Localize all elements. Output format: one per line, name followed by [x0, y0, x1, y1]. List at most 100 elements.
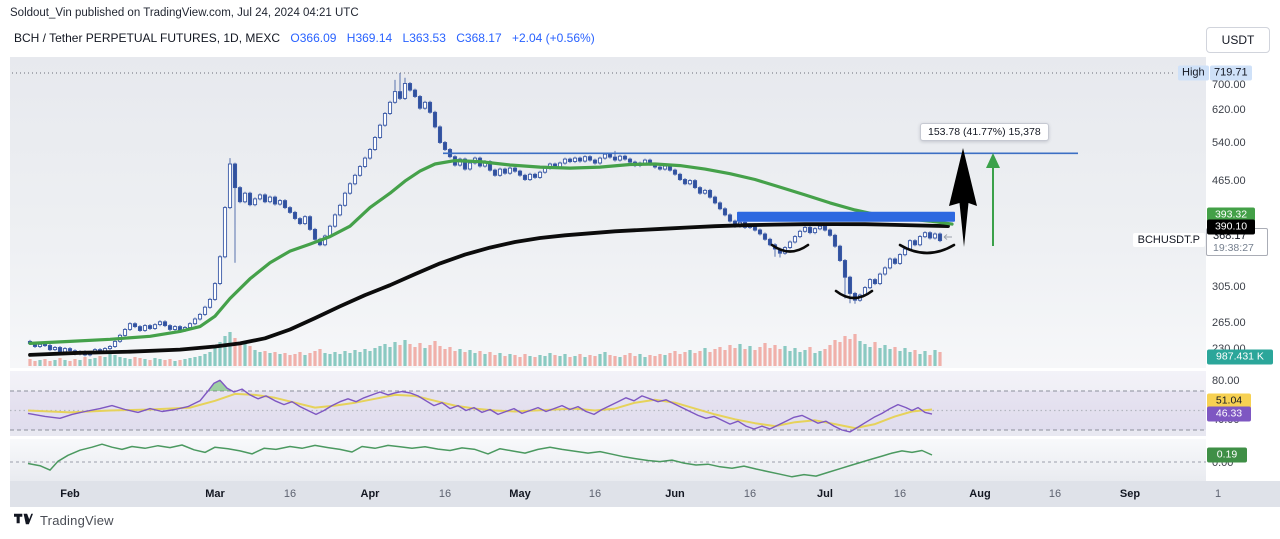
volume-bar: [788, 351, 792, 366]
candle-up: [877, 273, 883, 285]
volume-bar: [248, 346, 252, 366]
volume-bar: [648, 355, 652, 366]
candle-down: [162, 321, 168, 327]
candle-down: [272, 196, 278, 205]
candle-down: [237, 187, 243, 203]
candle-up: [402, 83, 408, 99]
volume-bar: [938, 352, 942, 366]
volume-bar: [668, 353, 672, 366]
volume-bar: [528, 356, 532, 366]
price-tick-label: 465.00: [1212, 175, 1246, 187]
volume-bar: [763, 343, 767, 366]
candle-up: [932, 233, 938, 239]
volume-bar: [513, 355, 517, 366]
currency-toggle-button[interactable]: USDT: [1206, 27, 1270, 53]
volume-bar: [353, 350, 357, 366]
candle-up: [367, 149, 373, 159]
volume-bar: [798, 352, 802, 366]
tradingview-logo-icon: [14, 513, 33, 525]
volume-bar: [893, 347, 897, 366]
candle-down: [692, 180, 698, 189]
time-axis-label: May: [509, 488, 531, 500]
volume-bar: [98, 356, 102, 366]
volume-bar: [48, 361, 52, 366]
volume-bar: [873, 342, 877, 366]
candle-up: [662, 165, 668, 170]
volume-bar: [898, 351, 902, 366]
candle-down: [667, 165, 673, 171]
volume-bar: [78, 360, 82, 366]
volume-bar: [188, 358, 192, 366]
volume-bar: [908, 352, 912, 366]
volume-bar: [863, 344, 867, 366]
rsi-overbought-fill: [208, 380, 231, 391]
tradingview-branding[interactable]: TradingView: [14, 513, 114, 528]
candle-up: [62, 348, 68, 353]
candle-down: [762, 233, 768, 240]
volume-bar: [103, 357, 107, 366]
candle-down: [697, 187, 703, 194]
oscillator-pane: [10, 443, 1206, 478]
candle-down: [807, 226, 813, 234]
volume-bar: [713, 349, 717, 366]
volume-bar: [563, 354, 567, 366]
candle-down: [657, 166, 663, 170]
volume-bar: [748, 346, 752, 366]
volume-bar: [698, 351, 702, 366]
candle-down: [287, 207, 293, 213]
time-axis-label: 16: [283, 488, 297, 500]
volume-bar: [33, 361, 37, 366]
candle-up: [347, 183, 353, 194]
time-axis-label: Apr: [360, 488, 380, 500]
rsi-ma-line: [27, 392, 933, 430]
candle-up: [597, 157, 603, 164]
black-ma-price-badge: 390.10: [1207, 219, 1255, 235]
volume-bar: [388, 347, 392, 366]
volume-bar: [173, 361, 177, 366]
volume-bar: [533, 357, 537, 366]
candle-up: [352, 174, 358, 185]
time-axis-label: 16: [743, 488, 757, 500]
oscillator-line: [27, 443, 933, 478]
candle-up: [332, 214, 338, 227]
candle-up: [242, 192, 248, 203]
volume-bar: [133, 357, 137, 366]
volume-bar: [633, 356, 637, 366]
candle-down: [67, 348, 73, 352]
volume-bar: [83, 357, 87, 366]
volume-bar: [323, 353, 327, 366]
candle-down: [412, 89, 418, 97]
symbol-price-pill: BCHUSDT.P: [1132, 233, 1205, 247]
candle-down: [627, 158, 633, 163]
volume-bar: [363, 349, 367, 366]
symbol-title[interactable]: BCH / Tether PERPETUAL FUTURES, 1D, MEXC: [14, 31, 281, 45]
volume-bar: [378, 346, 382, 366]
ohlc-open: O366.09: [290, 31, 337, 45]
candle-down: [757, 229, 763, 235]
volume-bar: [303, 355, 307, 366]
volume-bar: [283, 353, 287, 366]
ohlc-change: +2.04 (+0.56%): [511, 31, 595, 45]
volume-bar: [663, 355, 667, 366]
candle-down: [247, 192, 253, 206]
candle-up: [817, 225, 823, 230]
volume-bar: [618, 357, 622, 366]
volume-bar: [233, 338, 237, 366]
attribution-text: Soldout_Vin published on TradingView.com…: [10, 7, 359, 19]
volume-bar: [653, 356, 657, 366]
candle-up: [207, 298, 213, 308]
candle-down: [727, 214, 733, 222]
price-tick-label: 540.00: [1212, 137, 1246, 149]
candle-up: [192, 318, 198, 325]
volume-bar: [253, 350, 257, 366]
price-tick-label: 305.00: [1212, 281, 1246, 293]
volume-bar: [473, 353, 477, 366]
candle-down: [892, 258, 898, 264]
volume-bar: [128, 359, 132, 366]
high-value-label: 719.71: [1210, 65, 1252, 81]
volume-bar: [518, 357, 522, 366]
candle-up: [252, 198, 258, 206]
candle-down: [612, 156, 618, 161]
volume-bar: [368, 351, 372, 366]
